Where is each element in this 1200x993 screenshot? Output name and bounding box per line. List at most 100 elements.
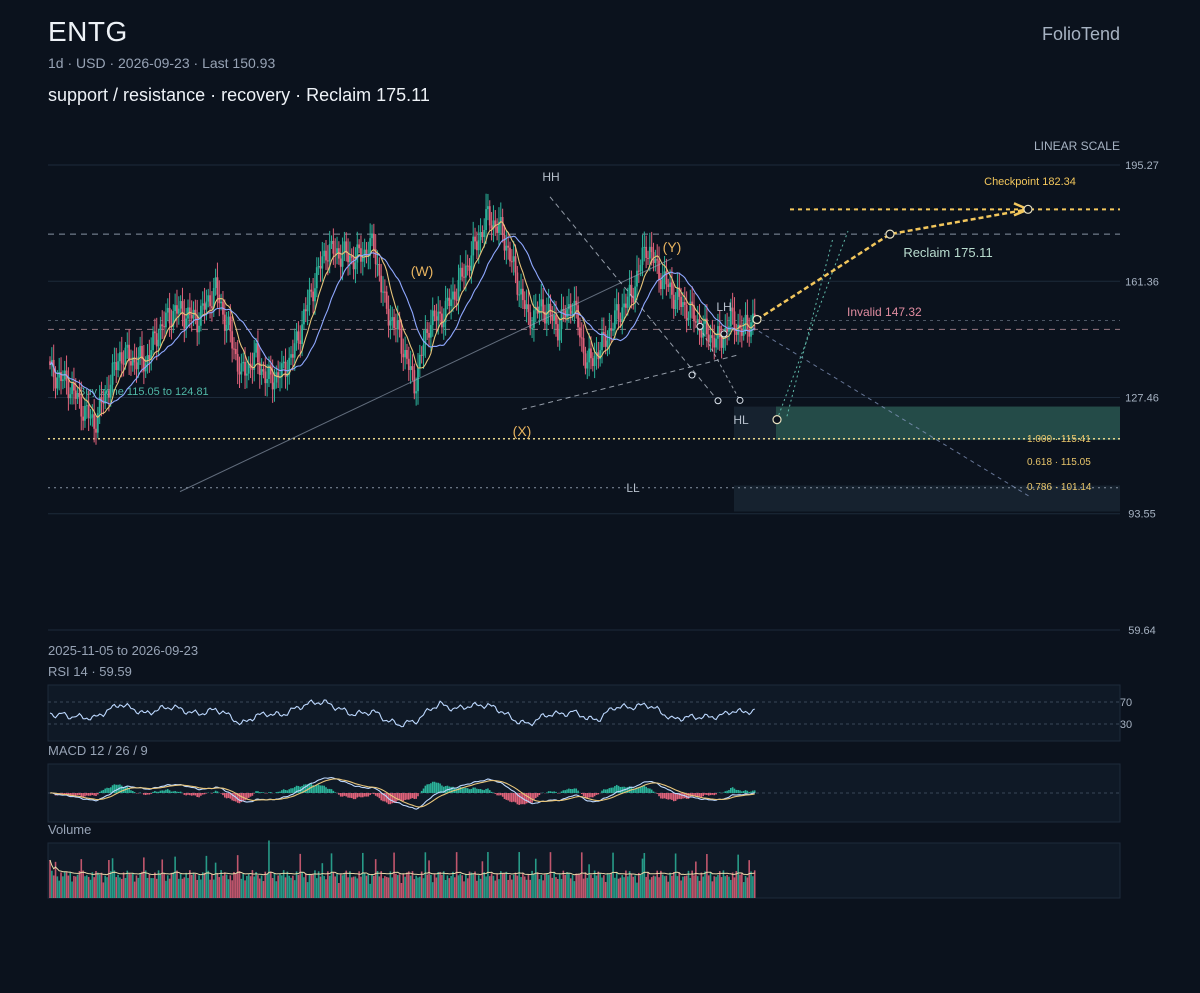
candle-body [122, 363, 125, 365]
volume-bar [60, 872, 62, 898]
candle [542, 288, 545, 323]
macd-hist-bar [128, 788, 130, 793]
volume-bar [669, 872, 671, 898]
candle-body [678, 287, 681, 297]
candle [671, 267, 673, 309]
volume-bar [442, 871, 445, 898]
volume-bar [430, 874, 432, 898]
macd-hist-bar [474, 787, 476, 793]
candle-body [431, 310, 434, 326]
macd-hist-bar [385, 793, 388, 803]
candle [255, 337, 257, 358]
candle-body [637, 270, 640, 272]
y-tick-label: 161.36 [1125, 276, 1159, 288]
volume-bar [496, 873, 498, 898]
candle-body [74, 390, 77, 399]
macd-hist-bar [588, 793, 590, 798]
candle-body [253, 352, 256, 370]
candle-body [238, 371, 241, 375]
candle-body [671, 282, 673, 295]
volume-bar [148, 874, 151, 898]
candle-body [733, 311, 736, 332]
volume-bar [362, 852, 364, 898]
volume-bar [115, 877, 118, 898]
volume-bar [518, 852, 520, 898]
macd-hist-bar [341, 793, 344, 797]
volume-bar [135, 875, 138, 898]
candle-body [453, 291, 456, 300]
macd-hist-bar [408, 793, 410, 800]
candle [150, 337, 153, 371]
volume-bar [619, 877, 622, 898]
volume-bar [264, 871, 267, 898]
volume-bar [604, 881, 607, 898]
volume-bar [209, 879, 211, 898]
candle [84, 397, 86, 428]
volume-bar [501, 873, 504, 898]
candle [262, 361, 265, 379]
candle [748, 317, 751, 347]
volume-bar [255, 871, 257, 898]
candle-body [667, 284, 670, 287]
candle [682, 292, 684, 316]
volume-bar [505, 871, 508, 898]
candle [117, 353, 119, 378]
macd-hist-bar [143, 793, 145, 795]
candle-body [212, 287, 215, 308]
candle [551, 306, 554, 330]
volume-bar [100, 872, 103, 898]
volume-bar [428, 860, 430, 898]
candle [266, 364, 269, 397]
macd-hist-bar [189, 793, 191, 796]
volume-bar [746, 877, 749, 898]
candle-body [490, 225, 493, 229]
candle-body [179, 301, 182, 309]
candle-body [514, 256, 517, 273]
volume-bar [628, 871, 631, 898]
candle-body [496, 226, 499, 233]
candle-body [464, 265, 467, 278]
volume-bar [512, 874, 515, 898]
candle-body [669, 282, 671, 287]
macd-hist-bar [661, 793, 664, 799]
macd-hist-bar [106, 787, 108, 793]
candle-body [321, 256, 324, 269]
macd-hist-bar [65, 793, 68, 795]
candle [461, 262, 464, 282]
candle [641, 234, 644, 277]
volume-bar [165, 880, 167, 898]
candle-body [499, 217, 502, 222]
volume-bar [477, 875, 480, 898]
volume-bar [650, 877, 653, 898]
candle [317, 257, 320, 276]
chart-meta: 1d · USD · 2026-09-23 · Last 150.93 [48, 55, 276, 71]
macd-hist-bar [507, 793, 509, 801]
candle-body [409, 366, 412, 370]
macd-hist-bar [69, 793, 72, 797]
macd-hist-bar [549, 791, 552, 793]
candle-body [139, 345, 142, 357]
volume-bar [672, 872, 675, 898]
volume-bar [444, 879, 447, 898]
candle [251, 352, 254, 384]
candle-body [577, 305, 579, 328]
macd-hist-bar [139, 792, 141, 793]
candle [521, 278, 524, 310]
candle-body [455, 299, 458, 301]
candle [674, 292, 677, 317]
candle-body [391, 317, 394, 321]
candle-body [639, 264, 642, 272]
candle-body [704, 318, 706, 324]
candle-body [696, 319, 699, 323]
lower-wedge-line [521, 354, 741, 410]
candle [325, 240, 327, 271]
candle [718, 310, 721, 351]
macd-hist-bar [378, 793, 381, 799]
candle-body [275, 372, 278, 383]
candle-body [602, 332, 605, 335]
volume-bar [470, 872, 473, 898]
volume-bar [468, 871, 471, 898]
candle-body [172, 311, 175, 327]
signal-line [50, 778, 755, 808]
